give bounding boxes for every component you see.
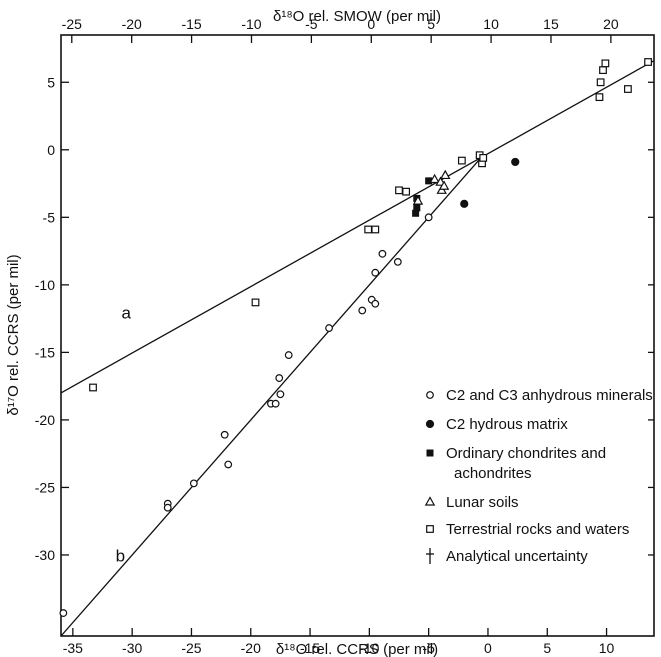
point-open-circle (284, 351, 293, 359)
reference-lines: ab (60, 60, 655, 637)
x2-tick-label: -25 (62, 16, 82, 32)
point-open-circle (189, 479, 198, 488)
x-tick-label: 10 (599, 640, 615, 656)
point-open-square (251, 298, 260, 307)
legend-marker (426, 449, 434, 457)
point-open-triangle (412, 195, 424, 205)
x2-tick-label: -20 (122, 16, 142, 32)
point-open-circle (371, 299, 380, 308)
y-tick-label: -10 (35, 277, 55, 293)
reference-line-a (60, 60, 655, 394)
point-open-circle (224, 460, 233, 469)
y-tick-label: -20 (35, 412, 55, 428)
x-tick-label: 0 (484, 640, 492, 656)
point-open-square (596, 78, 605, 87)
x2-tick-label: 20 (603, 16, 619, 32)
point-open-circle (271, 399, 280, 408)
point-open-circle (276, 390, 285, 399)
x2-tick-label: 0 (367, 16, 375, 32)
x2-tick-label: -15 (181, 16, 201, 32)
legend-marker (426, 391, 434, 399)
point-open-circle (163, 503, 172, 512)
point-filled-circle (511, 157, 520, 167)
point-open-circle (378, 249, 387, 258)
y-tick-label: -5 (43, 209, 56, 225)
point-open-circle (424, 213, 433, 222)
point-open-square (457, 156, 466, 165)
point-open-square (601, 59, 610, 68)
point-open-square (644, 58, 652, 66)
x-tick-label: -5 (422, 640, 435, 656)
x-tick-label: -20 (241, 640, 261, 656)
legend-label: Lunar soils (446, 494, 519, 511)
x2-tick-label: 15 (543, 16, 559, 32)
point-open-square (595, 93, 604, 102)
x-tick-label: 5 (543, 640, 551, 656)
x2-tick-label: 10 (483, 16, 499, 32)
legend-label: Analytical uncertainty (446, 548, 588, 565)
point-open-circle (371, 268, 380, 277)
x-tick-label: -25 (181, 640, 201, 656)
x2-tick-label: -5 (305, 16, 318, 32)
point-open-square (599, 66, 607, 75)
point-open-circle (275, 374, 284, 382)
legend-marker (426, 525, 434, 533)
x-tick-label: -30 (122, 640, 142, 656)
point-open-circle (59, 609, 68, 617)
legend-marker (424, 496, 436, 506)
point-open-square (371, 225, 380, 234)
reference-line-label: b (116, 547, 125, 566)
point-open-circle (220, 430, 229, 439)
legend-label: C2 hydrous matrix (446, 416, 568, 433)
x-tick-label: -35 (63, 640, 83, 656)
point-filled-square (412, 209, 420, 217)
y-tick-label: -25 (35, 479, 55, 495)
plot-frame (60, 34, 655, 637)
point-open-square (402, 187, 411, 196)
legend-marker (425, 419, 435, 429)
point-filled-square (425, 177, 433, 185)
point-open-square (479, 154, 488, 162)
legend-label: C2 and C3 anhydrous minerals (446, 387, 653, 404)
point-open-square (395, 186, 403, 195)
point-open-circle (358, 306, 367, 315)
point-open-circle (393, 257, 402, 266)
y-tick-label: -15 (35, 344, 55, 360)
point-open-triangle (438, 180, 450, 190)
axis-ticks: -35 -30 -25 -20 -15 -10 -5 0 5 10 -25 -20 -15 -10 -5 0 5… (35, 16, 654, 656)
point-open-triangle (429, 173, 440, 184)
point-open-square (624, 85, 632, 93)
point-open-square (364, 225, 373, 234)
point-filled-square (413, 204, 421, 212)
point-open-triangle (440, 169, 451, 180)
legend-label: Terrestrial rocks and waters (446, 521, 629, 538)
x-tick-label: -10 (359, 640, 379, 656)
y-tick-label: 0 (47, 142, 55, 158)
point-filled-circle (460, 199, 469, 208)
x2-tick-label: 5 (427, 16, 435, 32)
y-axis-label: δ¹⁷O rel. CCRS (per mil) (5, 254, 22, 415)
x-tick-label: -15 (300, 640, 320, 656)
x2-tick-label: -10 (241, 16, 261, 32)
y-tick-label: -30 (35, 547, 55, 563)
legend: C2 and C3 anhydrous minerals C2 hydrous m… (424, 387, 653, 565)
legend-marker (426, 548, 434, 564)
legend-label: Ordinary chondrites and (446, 445, 606, 462)
top-axis-label: δ¹⁸O rel. SMOW (per mil) (273, 8, 441, 25)
y-tick-label: 5 (47, 74, 55, 90)
point-open-square (89, 383, 97, 392)
point-open-circle (325, 324, 333, 332)
data-points (59, 58, 652, 617)
legend-label: achondrites (454, 465, 532, 482)
bottom-axis-label: δ¹⁸O rel. CCRS (per mil) (276, 641, 438, 657)
reference-line-label: a (121, 304, 131, 323)
reference-line-b (60, 156, 483, 637)
